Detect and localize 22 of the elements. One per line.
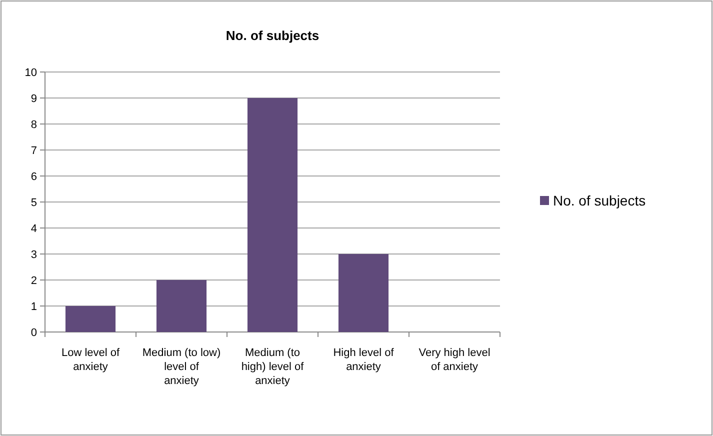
y-tick-label: 7 xyxy=(30,144,37,157)
y-tick-label: 6 xyxy=(30,170,37,183)
y-tick-label: 1 xyxy=(30,300,37,313)
legend-label: No. of subjects xyxy=(553,192,646,208)
y-tick-label: 10 xyxy=(24,66,37,79)
y-tick-label: 8 xyxy=(30,118,37,131)
bar xyxy=(156,280,207,332)
x-tick-label: Medium (to low) level of anxiety xyxy=(142,347,221,387)
y-tick-label: 0 xyxy=(30,326,37,339)
chart-title: No. of subjects xyxy=(226,28,320,43)
y-tick-label: 4 xyxy=(30,222,37,235)
y-tick-label: 2 xyxy=(30,274,37,287)
x-tick-label: Low level of anxiety xyxy=(61,347,120,373)
bar xyxy=(65,306,116,332)
bar xyxy=(338,254,389,332)
y-tick-label: 9 xyxy=(30,92,37,105)
bar xyxy=(247,98,298,332)
y-tick-label: 3 xyxy=(30,248,37,261)
y-tick-label: 5 xyxy=(30,196,37,209)
x-tick-label: High level of anxiety xyxy=(333,347,395,373)
x-tick-label: Medium (to high) level of anxiety xyxy=(241,347,305,387)
x-tick-label: Very high level of anxiety xyxy=(418,347,490,373)
